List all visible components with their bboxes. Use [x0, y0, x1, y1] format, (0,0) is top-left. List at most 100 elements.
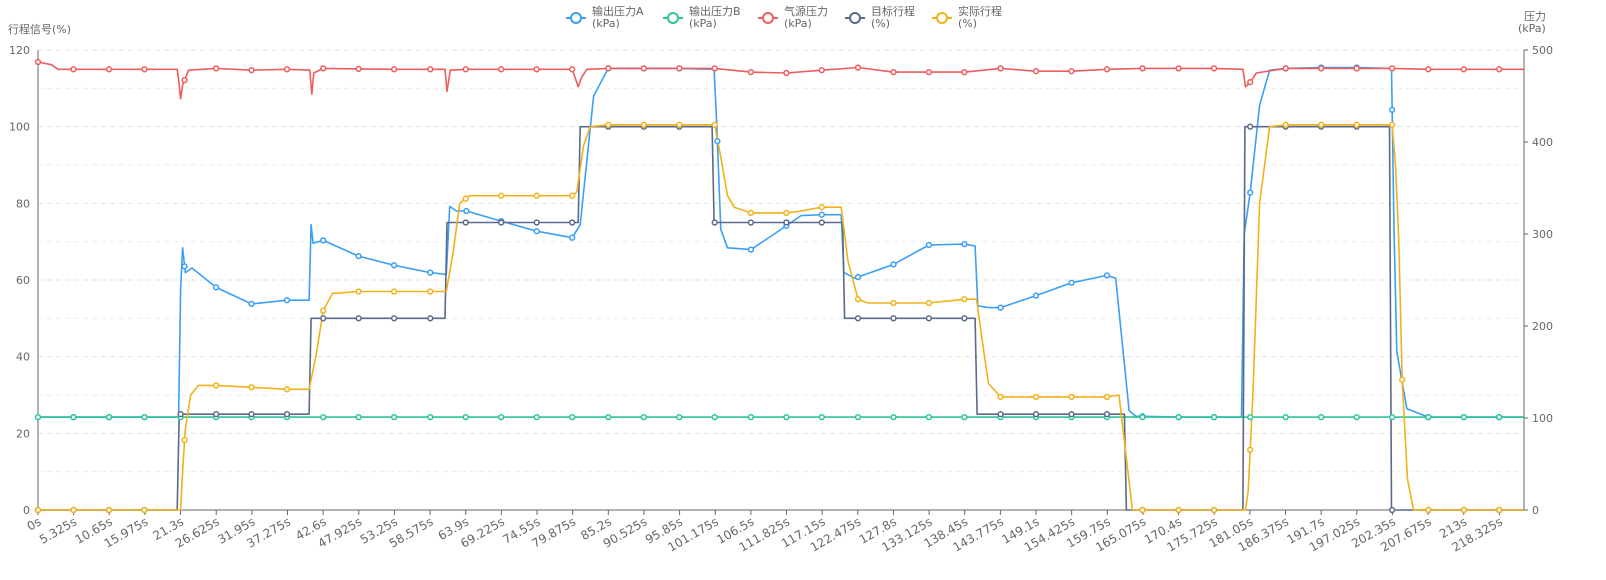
legend[interactable]: 输出压力A(kPa)输出压力B(kPa)气源压力(kPa)目标行程(%)实际行程…	[566, 4, 1002, 30]
series-line-4	[38, 124, 1524, 511]
data-point-marker	[925, 413, 933, 421]
data-point-marker	[70, 413, 77, 421]
data-point-marker	[1139, 65, 1146, 72]
legend-unit: (%)	[958, 17, 977, 30]
data-point-marker	[283, 297, 291, 304]
legend-label: 输出压力A	[592, 4, 644, 18]
data-point-marker	[890, 315, 897, 322]
data-point-marker	[283, 411, 291, 418]
data-point-marker	[1353, 121, 1360, 128]
data-point-marker	[640, 65, 647, 72]
data-point-marker	[427, 315, 434, 322]
legend-item-2[interactable]: 气源压力(kPa)	[758, 4, 828, 30]
series-lines	[37, 61, 1524, 511]
data-point-marker	[355, 252, 362, 260]
data-point-marker	[1032, 393, 1040, 401]
data-point-marker	[1247, 79, 1254, 86]
data-point-marker	[181, 76, 188, 84]
data-point-marker	[961, 296, 968, 303]
series-line-2	[37, 61, 1524, 100]
data-point-marker	[854, 64, 862, 71]
data-point-marker	[1103, 272, 1111, 279]
data-point-marker	[1496, 506, 1503, 514]
data-point-marker	[1175, 413, 1182, 421]
data-point-marker	[854, 315, 862, 322]
data-point-marker	[320, 413, 327, 421]
data-point-marker	[355, 65, 362, 73]
data-point-marker	[355, 288, 362, 295]
data-point-marker	[390, 315, 398, 322]
data-point-marker	[1425, 413, 1432, 421]
data-point-marker	[1318, 121, 1325, 128]
data-point-marker	[320, 65, 327, 72]
data-point-marker	[818, 67, 825, 74]
legend-item-4[interactable]: 实际行程(%)	[932, 4, 1002, 30]
y-left-tick-label: 0	[23, 504, 30, 517]
data-point-marker	[34, 506, 42, 514]
data-point-marker	[569, 413, 576, 421]
data-point-marker	[390, 66, 398, 73]
data-point-marker	[961, 68, 968, 76]
data-point-marker	[711, 219, 718, 226]
data-point-marker	[854, 273, 862, 281]
y-left-tick-label: 100	[9, 121, 30, 134]
data-point-marker	[427, 288, 434, 295]
data-point-marker	[70, 66, 77, 73]
data-point-marker	[283, 66, 291, 73]
data-point-marker	[248, 300, 255, 308]
legend-swatch-marker	[849, 12, 861, 24]
data-point-marker	[141, 506, 148, 514]
data-point-marker	[34, 58, 42, 66]
y-left-tick-label: 80	[16, 197, 30, 210]
data-point-marker	[747, 246, 755, 253]
y-right-tick-label: 100	[1532, 412, 1553, 425]
data-point-marker	[1068, 411, 1075, 418]
data-point-marker	[248, 411, 255, 418]
data-point-marker	[890, 413, 897, 421]
data-point-marker	[1210, 506, 1218, 514]
data-point-marker	[1175, 506, 1182, 514]
data-point-marker	[34, 413, 42, 421]
data-point-marker	[1399, 376, 1406, 383]
data-point-marker	[533, 192, 540, 199]
data-point-marker	[1068, 68, 1075, 75]
data-point-marker	[320, 315, 327, 322]
data-point-marker	[462, 413, 469, 421]
data-point-marker	[605, 413, 612, 421]
data-point-marker	[1139, 506, 1146, 514]
y-right-tick-label: 300	[1532, 228, 1553, 241]
data-point-marker	[1282, 65, 1289, 72]
data-point-marker	[1247, 413, 1254, 421]
data-point-marker	[676, 413, 683, 421]
data-point-marker	[961, 315, 968, 322]
data-point-marker	[1032, 68, 1040, 75]
data-point-marker	[1353, 413, 1360, 421]
legend-item-0[interactable]: 输出压力A(kPa)	[566, 4, 644, 30]
data-point-marker	[462, 219, 469, 226]
data-point-marker	[70, 506, 77, 514]
data-point-marker	[498, 219, 505, 226]
legend-unit: (kPa)	[784, 17, 812, 30]
data-point-marker	[105, 413, 113, 421]
data-point-marker	[711, 121, 718, 128]
data-point-marker	[498, 413, 505, 421]
legend-item-1[interactable]: 输出压力B(kPa)	[663, 4, 741, 30]
y-left-tick-label: 60	[16, 274, 30, 287]
data-point-marker	[747, 209, 755, 217]
data-point-marker	[925, 68, 933, 76]
data-point-marker	[1496, 66, 1503, 73]
data-point-marker	[925, 299, 933, 307]
data-point-marker	[181, 436, 188, 444]
data-point-marker	[1103, 66, 1111, 73]
data-point-marker	[818, 219, 825, 226]
data-point-marker	[105, 66, 113, 73]
data-point-marker	[141, 66, 148, 73]
data-point-marker	[248, 384, 255, 391]
data-point-marker	[533, 228, 540, 235]
data-point-marker	[997, 65, 1004, 72]
legend-swatch-marker	[667, 12, 679, 24]
data-point-marker	[1175, 65, 1182, 72]
legend-item-3[interactable]: 目标行程(%)	[845, 4, 915, 30]
data-point-marker	[714, 138, 721, 145]
